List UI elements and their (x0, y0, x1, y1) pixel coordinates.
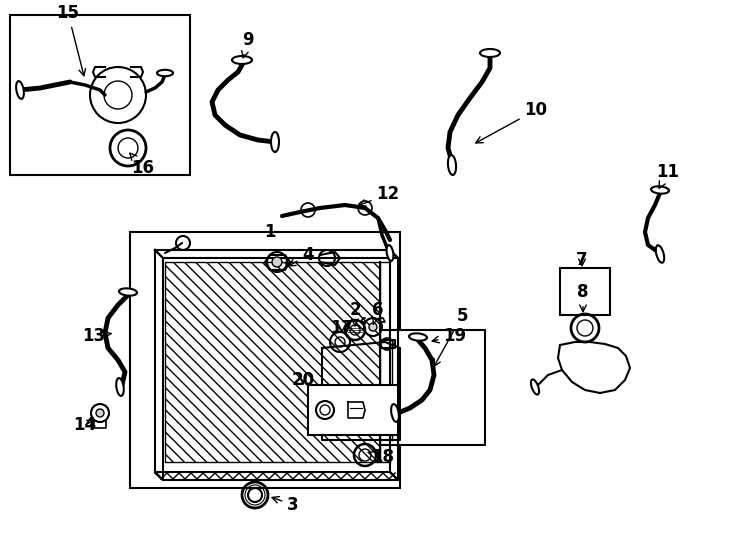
Text: 6: 6 (372, 301, 384, 325)
Ellipse shape (387, 245, 393, 261)
Ellipse shape (391, 404, 399, 422)
Circle shape (272, 257, 282, 267)
Text: 5: 5 (434, 307, 468, 366)
Text: 12: 12 (359, 185, 399, 206)
Ellipse shape (531, 380, 539, 395)
Text: 3: 3 (272, 496, 299, 514)
Ellipse shape (651, 186, 669, 194)
Text: 13: 13 (82, 327, 112, 345)
Text: 1: 1 (264, 223, 276, 241)
Text: 10: 10 (476, 101, 548, 143)
Bar (10, 15, 190, 175)
Circle shape (96, 409, 104, 417)
Text: 18: 18 (368, 448, 394, 466)
Text: 19: 19 (432, 327, 467, 345)
Text: 15: 15 (57, 4, 86, 76)
Text: 4: 4 (288, 246, 314, 266)
Ellipse shape (16, 81, 24, 99)
Ellipse shape (116, 378, 124, 396)
Bar (560, 268, 610, 315)
Ellipse shape (157, 70, 173, 76)
Ellipse shape (409, 333, 427, 341)
Text: 16: 16 (130, 153, 154, 177)
Text: 14: 14 (73, 416, 97, 434)
Ellipse shape (119, 288, 137, 296)
Bar (308, 330, 485, 445)
Text: 17: 17 (330, 319, 354, 337)
Text: 11: 11 (656, 163, 680, 188)
Text: 8: 8 (577, 283, 589, 312)
Text: 9: 9 (241, 31, 254, 58)
Ellipse shape (480, 49, 500, 57)
Ellipse shape (448, 155, 456, 175)
Circle shape (369, 323, 377, 331)
Ellipse shape (232, 56, 252, 64)
Bar (130, 232, 400, 488)
Ellipse shape (271, 132, 279, 152)
Ellipse shape (655, 245, 664, 263)
Bar (308, 385, 398, 435)
Text: 2: 2 (349, 301, 361, 326)
Text: 20: 20 (291, 371, 315, 389)
Bar (165, 262, 380, 462)
Text: 7: 7 (576, 251, 588, 269)
